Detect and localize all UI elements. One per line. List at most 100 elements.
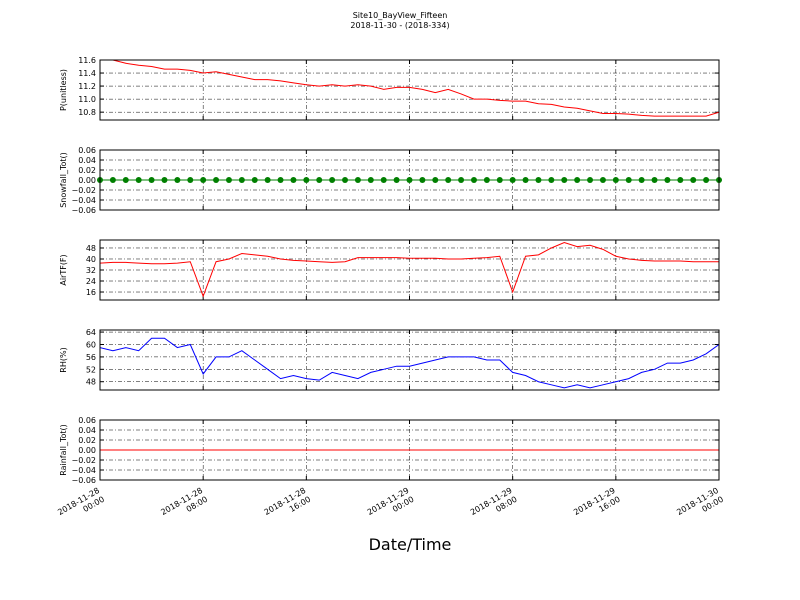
data-point [109, 177, 116, 183]
data-point [135, 177, 142, 183]
data-point [238, 177, 245, 183]
panel: −0.06−0.04−0.020.000.020.040.06 2018-11-2… [56, 416, 725, 526]
data-point [483, 177, 490, 183]
y-tick-label: 11.2 [78, 82, 96, 91]
y-tick-label: 11.4 [78, 69, 96, 78]
x-tick-label: 2018-11-2816:00 [263, 486, 313, 526]
data-point [419, 177, 426, 183]
plot-frame [99, 59, 720, 121]
data-point [509, 177, 516, 183]
plot-frame [99, 419, 720, 481]
y-tick-label: 40 [86, 255, 96, 264]
data-point [612, 177, 619, 183]
data-point [638, 177, 645, 183]
y-axis-label: AirTF(F) [59, 254, 68, 285]
plot-frame [99, 329, 720, 391]
figure-title: Site10_BayView_Fifteen [353, 11, 448, 20]
data-point [148, 177, 155, 183]
y-tick-label: −0.02 [71, 186, 96, 195]
y-tick-label: 0.06 [78, 146, 96, 155]
plot-frame [99, 239, 720, 301]
y-tick-label: 0.02 [78, 436, 96, 445]
data-point [187, 177, 194, 183]
y-tick-label: −0.06 [71, 476, 96, 485]
data-point [445, 177, 452, 183]
y-tick-label: −0.04 [71, 466, 96, 475]
data-point [664, 177, 671, 183]
y-tick-label: 0.00 [78, 176, 96, 185]
data-point [677, 177, 684, 183]
y-tick-label: 24 [86, 277, 96, 286]
data-line [100, 60, 719, 117]
data-point [329, 177, 336, 183]
y-tick-label: 32 [86, 266, 96, 275]
panel: 48 52 56 60 64 RH(%) [59, 328, 720, 391]
panel: 10.8 11.0 11.2 11.4 11.6 P(unitless) [59, 56, 720, 121]
data-point [703, 177, 710, 183]
y-tick-label: 0.02 [78, 166, 96, 175]
data-point [432, 177, 439, 183]
x-tick-label: 2018-11-2916:00 [572, 486, 622, 526]
data-point [470, 177, 477, 183]
data-point [251, 177, 258, 183]
plot-frame [99, 149, 720, 211]
y-tick-label: 11.0 [78, 95, 96, 104]
data-point [625, 177, 632, 183]
data-point [406, 177, 413, 183]
y-axis-label: Snowfall_Tot() [59, 152, 68, 208]
data-point [290, 177, 297, 183]
data-point [380, 177, 387, 183]
data-point [277, 177, 284, 183]
y-tick-label: 48 [86, 378, 96, 387]
y-tick-label: 0.06 [78, 416, 96, 425]
y-axis-label: Rainfall_Tot() [59, 424, 68, 476]
data-point [342, 177, 349, 183]
panel: 16 24 32 40 48 AirTF(F) [59, 239, 720, 301]
data-line [100, 337, 719, 389]
data-point [393, 177, 400, 183]
y-tick-label: −0.02 [71, 456, 96, 465]
y-tick-label: 16 [86, 288, 96, 297]
x-tick-label: 2018-11-3000:00 [675, 486, 725, 526]
y-tick-label: 0.04 [78, 156, 96, 165]
data-point [651, 177, 658, 183]
y-tick-label: 0.00 [78, 446, 96, 455]
data-point [587, 177, 594, 183]
y-tick-label: 60 [86, 340, 96, 349]
data-point [496, 177, 503, 183]
data-point [303, 177, 310, 183]
y-tick-label: 48 [86, 244, 96, 253]
data-line [100, 241, 719, 298]
y-tick-label: 10.8 [78, 108, 96, 117]
y-tick-label: 11.6 [78, 56, 96, 65]
y-tick-label: 64 [86, 328, 96, 337]
data-point [354, 177, 361, 183]
data-point [316, 177, 323, 183]
data-point [522, 177, 529, 183]
data-point [561, 177, 568, 183]
y-tick-label: −0.06 [71, 206, 96, 215]
y-axis-label: RH(%) [59, 347, 68, 372]
x-tick-label: 2018-11-2908:00 [469, 486, 519, 526]
data-point [264, 177, 271, 183]
data-point [213, 177, 220, 183]
y-tick-label: 52 [86, 365, 96, 374]
data-point [690, 177, 697, 183]
data-point [122, 177, 129, 183]
panel: −0.06−0.04−0.020.000.020.040.06 Snowfall_… [59, 146, 722, 215]
y-tick-label: −0.04 [71, 196, 96, 205]
data-point [548, 177, 555, 183]
figure-subtitle: 2018-11-30 - (2018-334) [350, 21, 449, 30]
y-tick-label: 0.04 [78, 426, 96, 435]
data-point [200, 177, 207, 183]
data-point [574, 177, 581, 183]
data-point [225, 177, 232, 183]
data-point [161, 177, 168, 183]
y-axis-label: P(unitless) [59, 69, 68, 111]
data-point [599, 177, 606, 183]
y-tick-label: 56 [86, 353, 96, 362]
x-axis-label: Date/Time [369, 535, 452, 554]
data-point [458, 177, 465, 183]
data-point [367, 177, 374, 183]
